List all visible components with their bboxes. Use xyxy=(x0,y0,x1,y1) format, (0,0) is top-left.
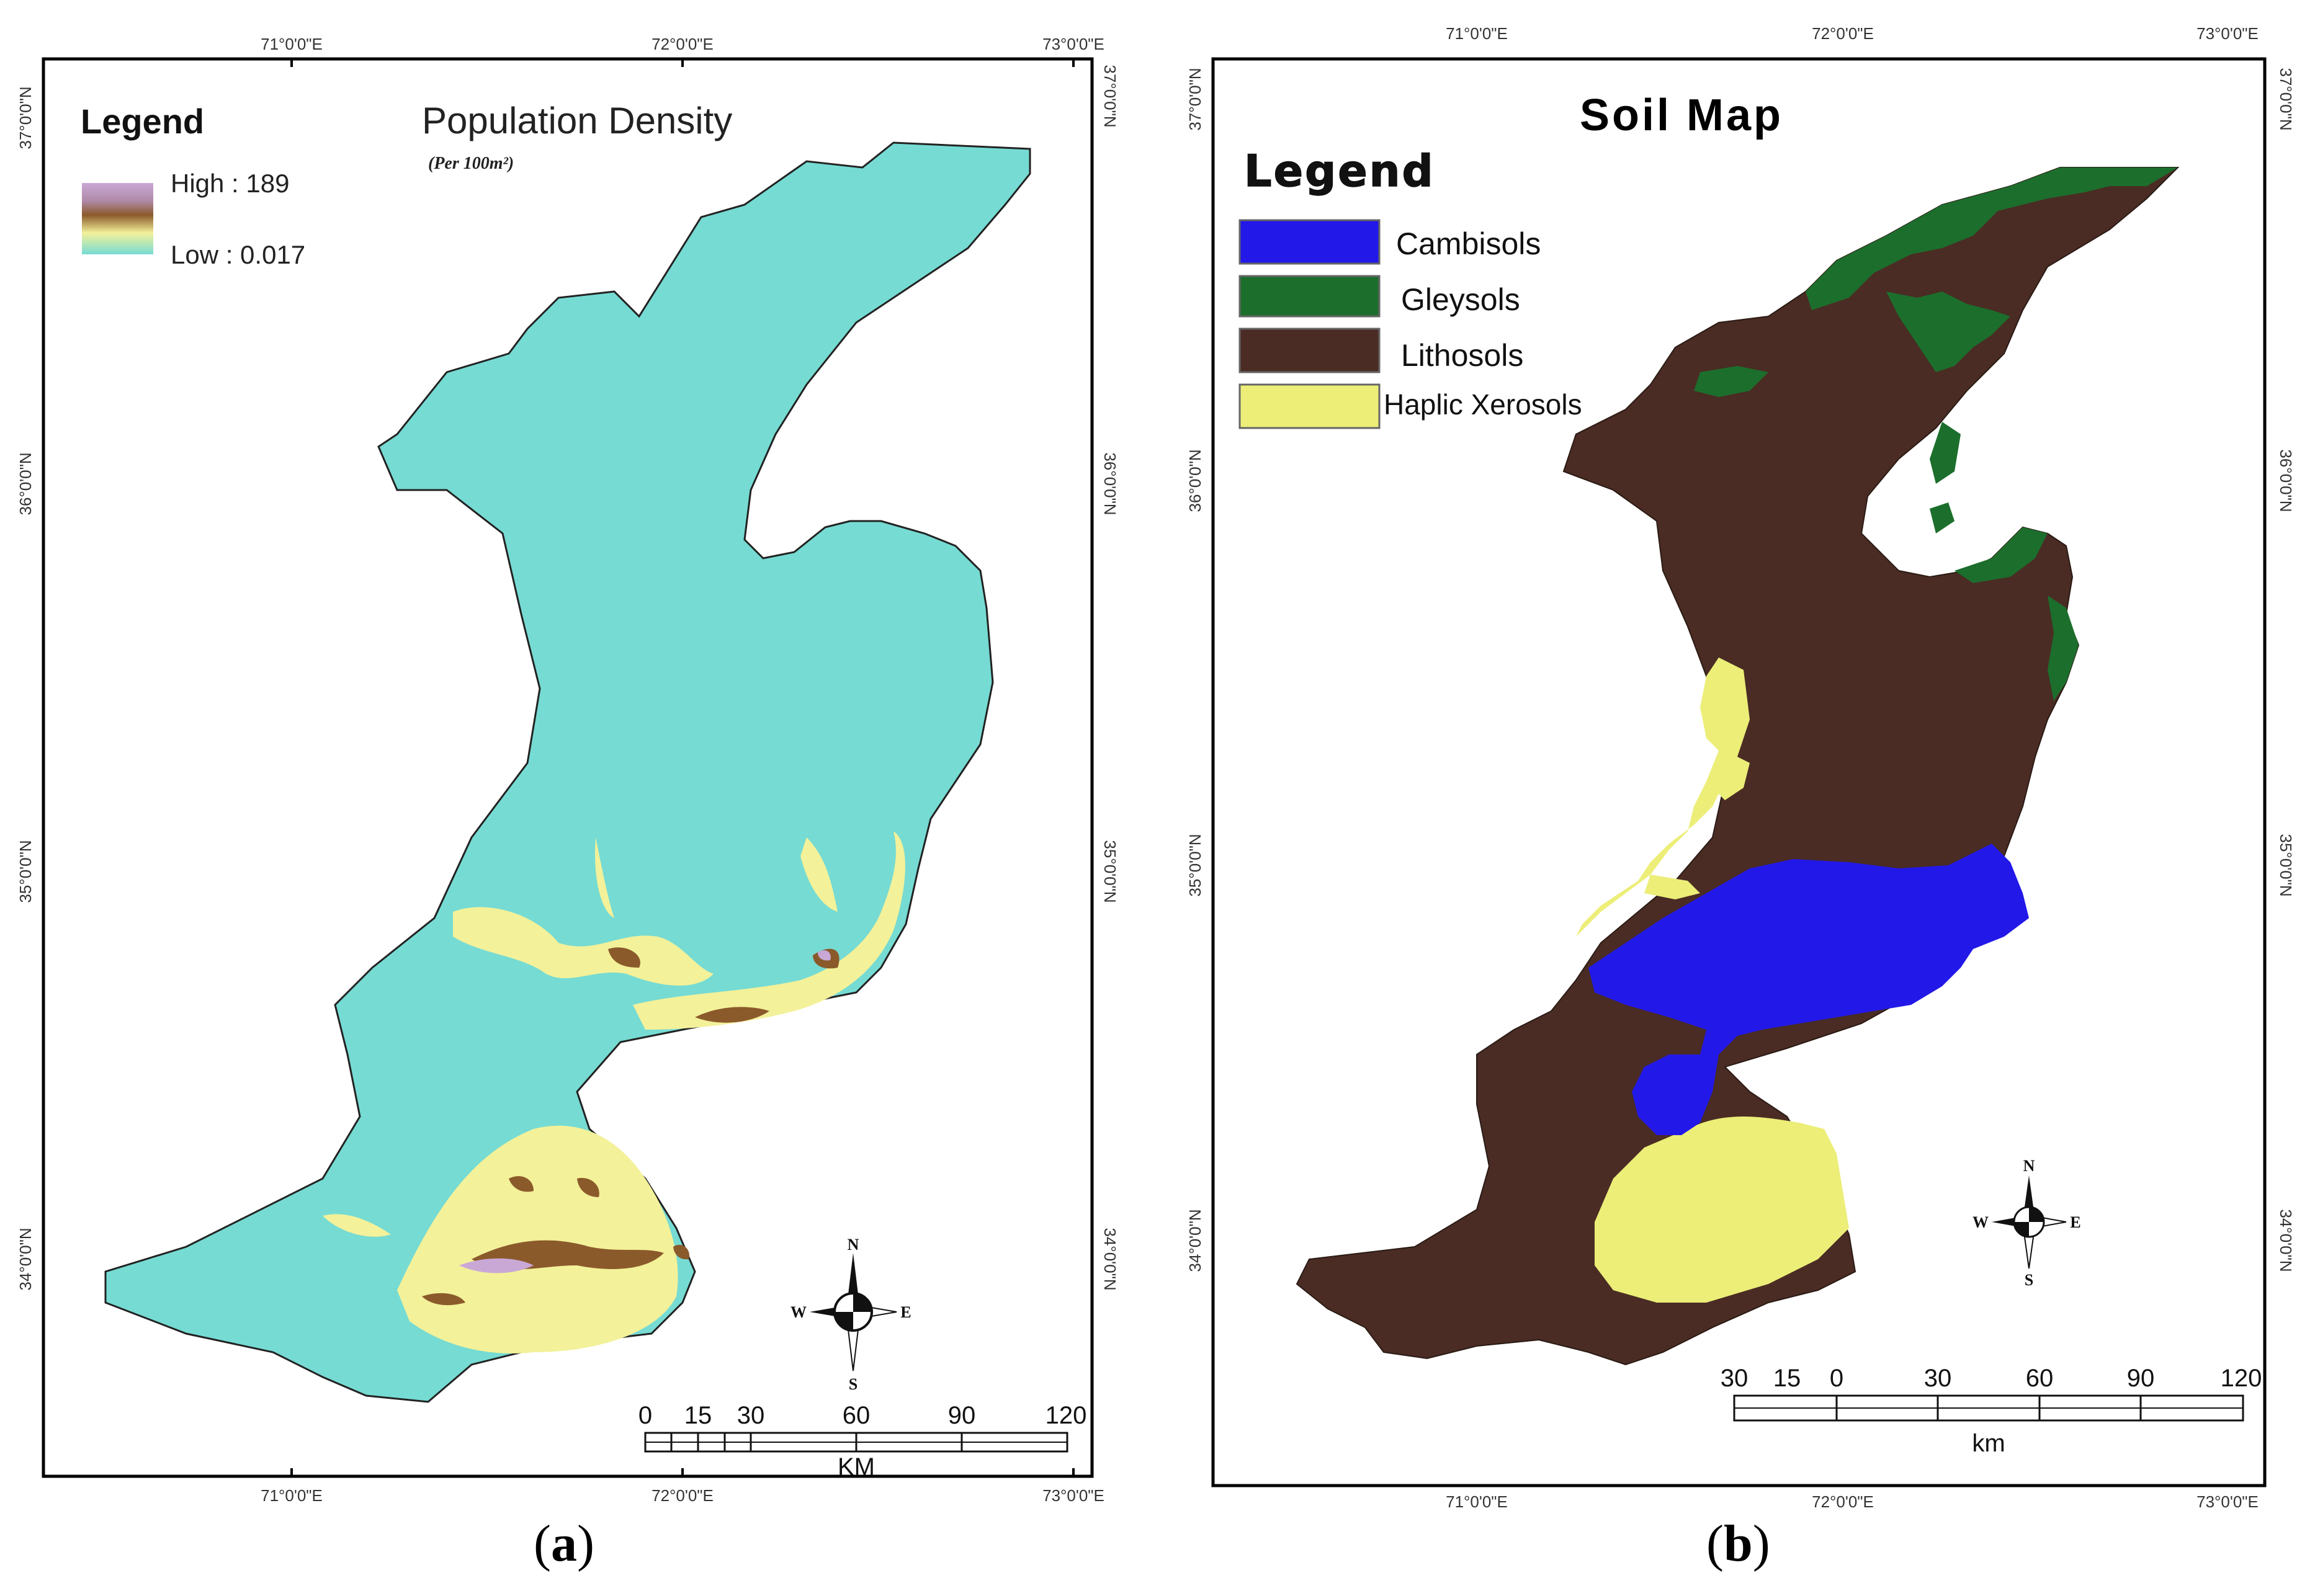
scale-label-60: 60 xyxy=(843,1402,871,1429)
lat-label-right-34: 34°0'0"N xyxy=(1101,1228,1119,1290)
lat-label-right-36: 36°0'0"N xyxy=(1101,452,1119,515)
lon-label-bottom-71: 71°0'0"E xyxy=(261,1486,323,1505)
compass-e: E xyxy=(2070,1213,2080,1231)
legend-label-gleysols: Gleysols xyxy=(1401,282,1520,317)
scale-label-30: 30 xyxy=(737,1402,765,1429)
cambisols-zone xyxy=(1588,844,2029,1135)
lat-label-right-37: 37°0'0"N xyxy=(2277,68,2295,130)
compass-s: S xyxy=(2025,1271,2033,1289)
caption-letter-b: b xyxy=(1723,1515,1753,1572)
soil-map: 71°0'0"E 72°0'0"E 73°0'0"E 71°0'0"E 72°0… xyxy=(1186,24,2295,1511)
scale-label-30-left: 30 xyxy=(1721,1365,1749,1392)
compass-w: W xyxy=(790,1303,807,1321)
scale-label-0: 0 xyxy=(1830,1365,1843,1392)
scale-label-120: 120 xyxy=(1046,1402,1087,1429)
density-low-mid xyxy=(323,831,905,1353)
panel-caption-a: (a) xyxy=(534,1515,594,1572)
legend-title: Legend xyxy=(81,102,204,141)
gleysols-zone xyxy=(1694,167,2178,701)
legend-low-label: Low : 0.017 xyxy=(171,240,305,269)
lat-label-left-36: 36°0'0"N xyxy=(1186,449,1204,512)
population-density-panel: 71°0'0"E 72°0'0"E 73°0'0"E 71°0'0"E 72°0… xyxy=(0,0,1154,1596)
scale-bar: 30 15 0 30 60 90 120 km xyxy=(1721,1365,2262,1457)
population-density-map: 71°0'0"E 72°0'0"E 73°0'0"E 71°0'0"E 72°0… xyxy=(16,35,1119,1505)
scale-unit: KM xyxy=(838,1453,875,1481)
legend-swatch-cambisols xyxy=(1238,219,1381,265)
scale-unit: km xyxy=(1972,1430,2005,1457)
lat-label-left-34: 34°0'0"N xyxy=(16,1228,35,1290)
map-title: Population Density xyxy=(422,100,732,141)
map-frame xyxy=(42,57,1094,1478)
lon-label-top-72: 72°0'0"E xyxy=(1812,24,1874,43)
compass-w: W xyxy=(1972,1213,1989,1231)
map-title: Soil Map xyxy=(1580,91,1783,140)
scale-label-15: 15 xyxy=(1773,1365,1801,1392)
scale-label-90: 90 xyxy=(2127,1365,2155,1392)
lon-label-bottom-71: 71°0'0"E xyxy=(1446,1492,1508,1511)
lon-label-top-72: 72°0'0"E xyxy=(652,35,714,53)
compass-n: N xyxy=(848,1236,859,1254)
lon-label-bottom-72: 72°0'0"E xyxy=(1812,1492,1874,1511)
legend-label-lithosols: Lithosols xyxy=(1401,338,1523,373)
legend-title: Legend xyxy=(1244,146,1435,197)
lon-label-top-73: 73°0'0"E xyxy=(1042,35,1104,53)
compass-e: E xyxy=(900,1303,911,1321)
compass-s: S xyxy=(849,1375,857,1393)
lat-label-left-35: 35°0'0"N xyxy=(1186,834,1204,896)
legend-high-label: High : 189 xyxy=(171,169,289,198)
soil-map-panel: 71°0'0"E 72°0'0"E 73°0'0"E 71°0'0"E 72°0… xyxy=(1166,0,2315,1596)
legend-label-cambisols: Cambisols xyxy=(1396,226,1541,261)
lat-label-right-35: 35°0'0"N xyxy=(1101,840,1119,903)
density-color-ramp xyxy=(82,183,153,254)
lon-label-bottom-72: 72°0'0"E xyxy=(652,1486,714,1505)
lat-label-right-36: 36°0'0"N xyxy=(2277,449,2295,512)
compass-n: N xyxy=(2023,1157,2035,1175)
north-arrow: N S E W xyxy=(1972,1157,2081,1289)
lat-label-left-37: 37°0'0"N xyxy=(1186,68,1204,130)
panel-caption-b: (b) xyxy=(1706,1515,1770,1572)
scale-label-120: 120 xyxy=(2221,1365,2262,1392)
scale-label-90: 90 xyxy=(948,1402,976,1429)
lat-label-left-34: 34°0'0"N xyxy=(1186,1209,1204,1272)
haplic-xerosols-zone xyxy=(1576,658,1849,1303)
lon-label-top-71: 71°0'0"E xyxy=(1446,24,1508,43)
lat-label-right-34: 34°0'0"N xyxy=(2277,1209,2295,1272)
scale-label-0: 0 xyxy=(638,1402,652,1429)
scale-bar: 0 15 30 60 90 120 KM xyxy=(638,1402,1087,1481)
legend-swatch-gleysols xyxy=(1238,275,1381,318)
caption-letter-a: a xyxy=(550,1515,577,1572)
lon-label-top-73: 73°0'0"E xyxy=(2196,24,2259,43)
map-frame xyxy=(1211,57,2267,1487)
legend-label-haplic-xerosols: Haplic Xerosols xyxy=(1384,388,1582,421)
lon-label-bottom-73: 73°0'0"E xyxy=(1042,1486,1104,1505)
scale-label-30: 30 xyxy=(1924,1365,1952,1392)
lon-label-top-71: 71°0'0"E xyxy=(261,35,323,53)
map-subtitle: (Per 100m²) xyxy=(428,154,514,173)
lat-label-left-35: 35°0'0"N xyxy=(16,840,35,903)
lat-label-right-35: 35°0'0"N xyxy=(2277,834,2295,896)
legend-swatch-lithosols xyxy=(1238,328,1381,373)
lat-label-left-36: 36°0'0"N xyxy=(16,452,35,515)
lat-label-right-37: 37°0'0"N xyxy=(1101,65,1119,127)
region-outline xyxy=(104,141,1031,1403)
lon-label-bottom-73: 73°0'0"E xyxy=(2196,1492,2259,1511)
north-arrow: N S E W xyxy=(790,1236,911,1393)
scale-label-60: 60 xyxy=(2026,1365,2054,1392)
density-high xyxy=(459,950,831,1273)
scale-label-15: 15 xyxy=(684,1402,712,1429)
legend-swatch-haplic-xerosols xyxy=(1238,383,1381,429)
lat-label-left-37: 37°0'0"N xyxy=(16,86,35,149)
